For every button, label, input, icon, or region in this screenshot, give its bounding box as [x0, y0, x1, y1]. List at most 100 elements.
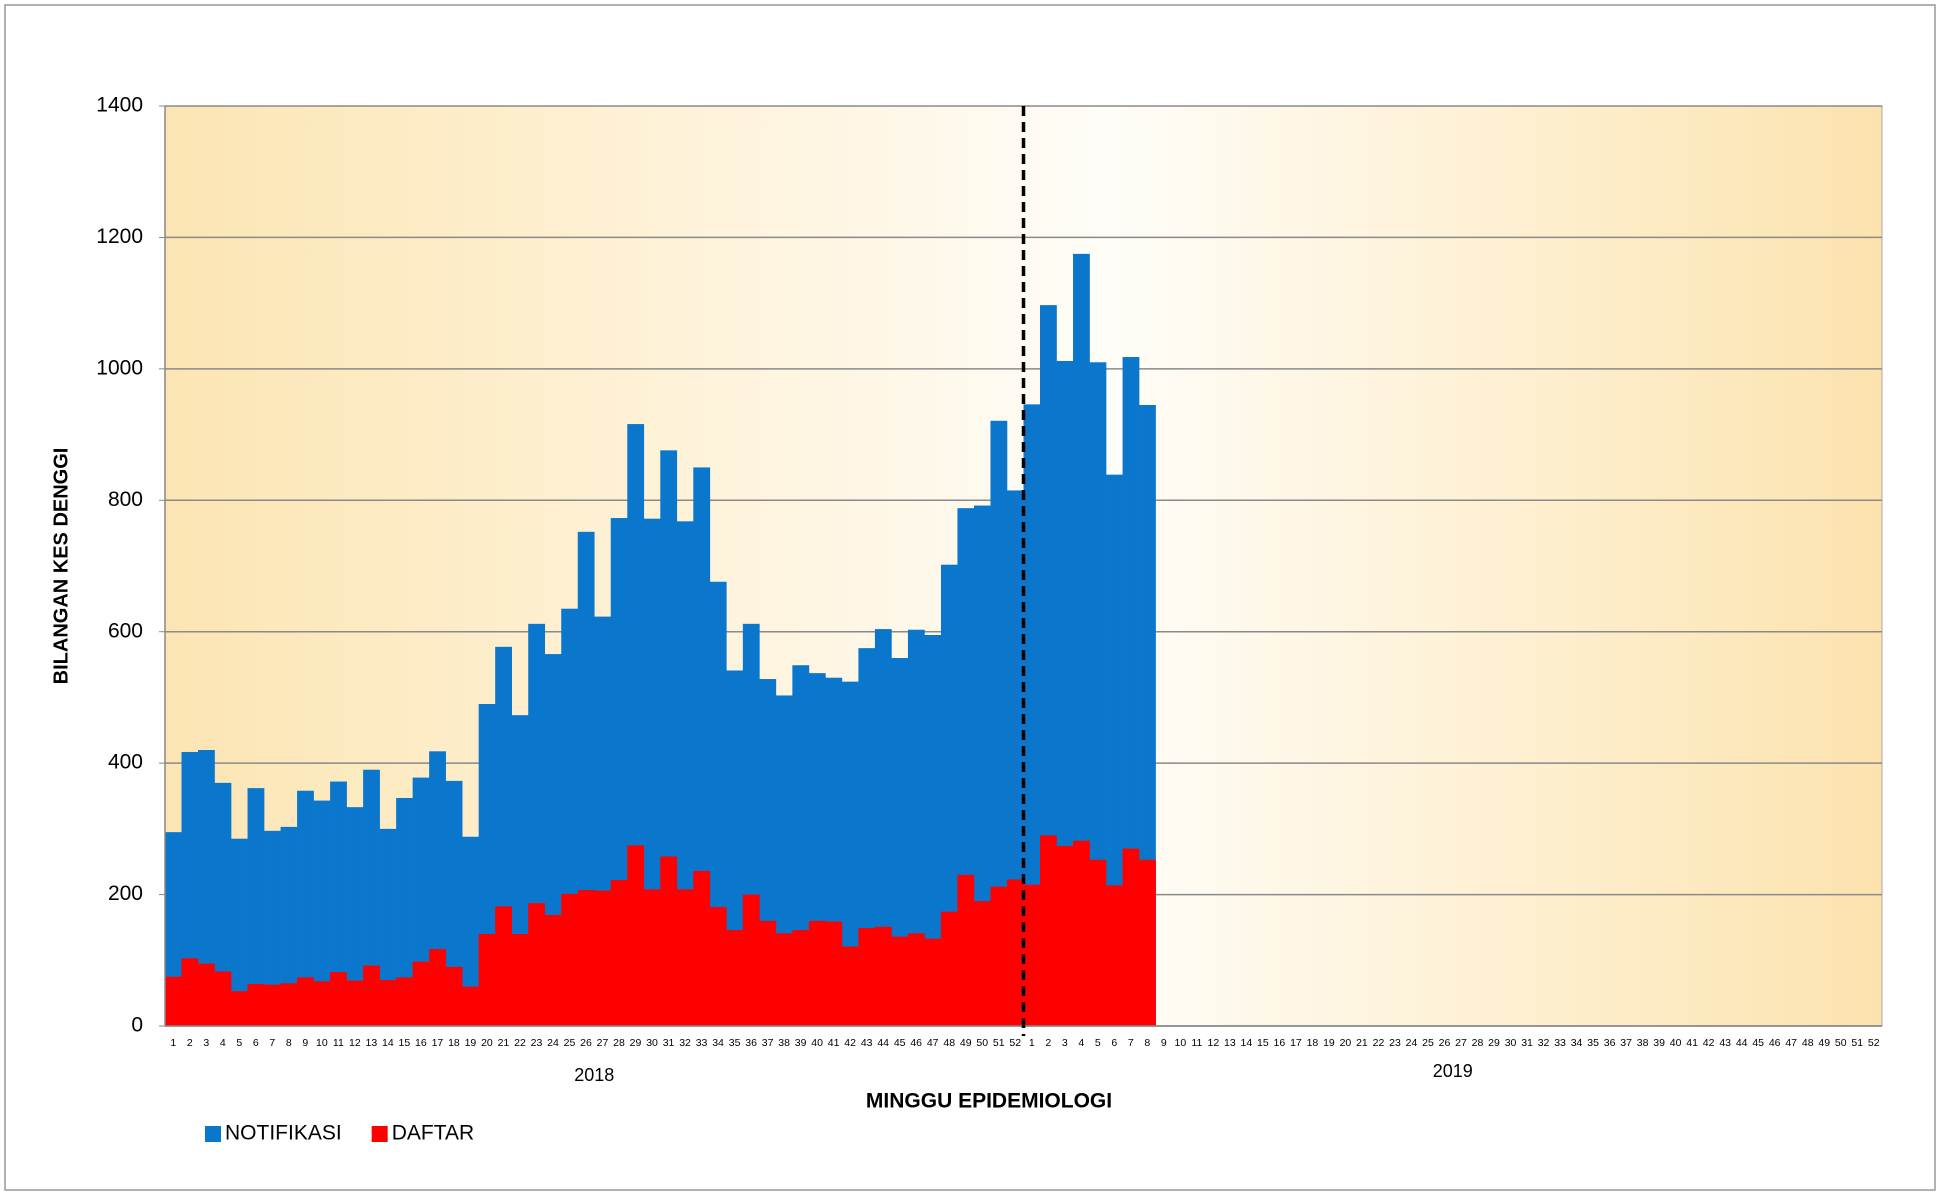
x-tick-label: 33 — [696, 1037, 708, 1049]
bar — [280, 826, 298, 1026]
bar — [874, 926, 892, 1026]
x-tick-label: 27 — [597, 1037, 609, 1049]
x-tick-label: 47 — [1785, 1037, 1797, 1049]
y-tick-label: 200 — [108, 882, 143, 905]
bar — [924, 635, 942, 1026]
bar — [643, 889, 661, 1026]
x-tick-label: 4 — [1078, 1037, 1084, 1049]
bar — [247, 788, 265, 1026]
x-tick-label: 13 — [1224, 1037, 1236, 1049]
bar — [709, 907, 727, 1026]
x-tick-label: 6 — [1111, 1037, 1117, 1049]
x-tick-label: 26 — [1439, 1037, 1451, 1049]
x-tick-label: 1 — [1029, 1037, 1035, 1049]
x-tick-label: 24 — [547, 1037, 559, 1049]
bar — [1040, 835, 1057, 1026]
x-tick-label: 7 — [269, 1037, 275, 1049]
x-tick-label: 39 — [1653, 1037, 1665, 1049]
x-tick-label: 25 — [1422, 1037, 1434, 1049]
bar — [841, 946, 859, 1026]
x-tick-label: 20 — [481, 1037, 493, 1049]
bar — [660, 856, 678, 1026]
bar — [1073, 840, 1090, 1026]
x-tick-label: 34 — [1571, 1037, 1583, 1049]
bar — [445, 780, 463, 1026]
y-tick-label: 1000 — [96, 356, 143, 379]
bar — [363, 965, 380, 1026]
bar — [561, 893, 579, 1026]
x-tick-label: 42 — [1703, 1037, 1715, 1049]
x-tick-label: 36 — [1604, 1037, 1616, 1049]
x-tick-label: 13 — [366, 1037, 378, 1049]
x-tick-label: 44 — [1736, 1037, 1748, 1049]
bar — [792, 930, 810, 1026]
y-tick-label: 1200 — [96, 225, 143, 248]
x-tick-label: 2 — [1045, 1037, 1051, 1049]
x-tick-label: 34 — [712, 1037, 724, 1049]
x-tick-label: 52 — [1868, 1037, 1880, 1049]
bar — [940, 911, 958, 1026]
x-tick-label: 27 — [1455, 1037, 1467, 1049]
x-tick-label: 26 — [580, 1037, 592, 1049]
x-tick-label: 38 — [1637, 1037, 1649, 1049]
bar — [396, 797, 413, 1026]
x-tick-label: 5 — [236, 1037, 242, 1049]
bar — [495, 906, 513, 1026]
x-tick-label: 39 — [795, 1037, 807, 1049]
x-tick-label: 22 — [1373, 1037, 1385, 1049]
x-tick-label: 9 — [302, 1037, 308, 1049]
bar — [907, 629, 925, 1026]
bar — [1023, 884, 1041, 1026]
bar — [462, 836, 479, 1026]
bar — [214, 782, 232, 1026]
y-tick-label: 400 — [108, 751, 143, 774]
x-tick-label: 3 — [203, 1037, 209, 1049]
x-tick-label: 49 — [960, 1037, 972, 1049]
bar — [363, 769, 380, 1026]
x-tick-label: 46 — [1769, 1037, 1781, 1049]
x-tick-label: 51 — [993, 1037, 1005, 1049]
legend-swatch — [371, 1126, 388, 1142]
x-tick-label: 33 — [1554, 1037, 1566, 1049]
x-tick-label: 12 — [349, 1037, 361, 1049]
x-tick-label: 36 — [745, 1037, 757, 1049]
x-tick-label: 14 — [382, 1037, 394, 1049]
x-tick-label: 31 — [663, 1037, 675, 1049]
bar — [924, 938, 942, 1026]
x-tick-label: 15 — [399, 1037, 411, 1049]
x-tick-label: 24 — [1406, 1037, 1418, 1049]
x-tick-label: 45 — [1752, 1037, 1764, 1049]
x-tick-label: 1 — [170, 1037, 176, 1049]
bar — [330, 781, 347, 1026]
bar — [181, 751, 199, 1026]
y-tick-label: 1400 — [96, 94, 143, 117]
bar — [1122, 848, 1140, 1026]
bar — [528, 903, 546, 1026]
x-tick-label: 35 — [1587, 1037, 1599, 1049]
bar — [462, 986, 479, 1026]
bar — [1056, 845, 1074, 1026]
legend-label: DAFTAR — [392, 1122, 474, 1145]
bar — [990, 886, 1008, 1026]
x-tick-label: 37 — [762, 1037, 774, 1049]
x-tick-label: 28 — [1472, 1037, 1484, 1049]
group-label: 2019 — [1433, 1061, 1473, 1081]
bar — [841, 681, 859, 1026]
bar — [973, 901, 991, 1026]
bar — [891, 936, 909, 1026]
x-tick-label: 47 — [927, 1037, 939, 1049]
bar — [198, 963, 215, 1026]
x-tick-label: 29 — [1488, 1037, 1500, 1049]
x-tick-label: 2 — [187, 1037, 193, 1049]
bar — [297, 790, 314, 1026]
bar — [775, 933, 793, 1026]
bar — [594, 890, 612, 1026]
x-tick-label: 8 — [286, 1037, 292, 1049]
y-axis-title: BILANGAN KES DENGGI — [50, 448, 72, 685]
x-axis-title: MINGGU EPIDEMIOLOGI — [866, 1090, 1112, 1113]
x-tick-label: 32 — [1538, 1037, 1550, 1049]
bar — [891, 658, 909, 1026]
x-tick-label: 14 — [1241, 1037, 1253, 1049]
bar — [511, 934, 529, 1026]
x-tick-label: 23 — [531, 1037, 543, 1049]
